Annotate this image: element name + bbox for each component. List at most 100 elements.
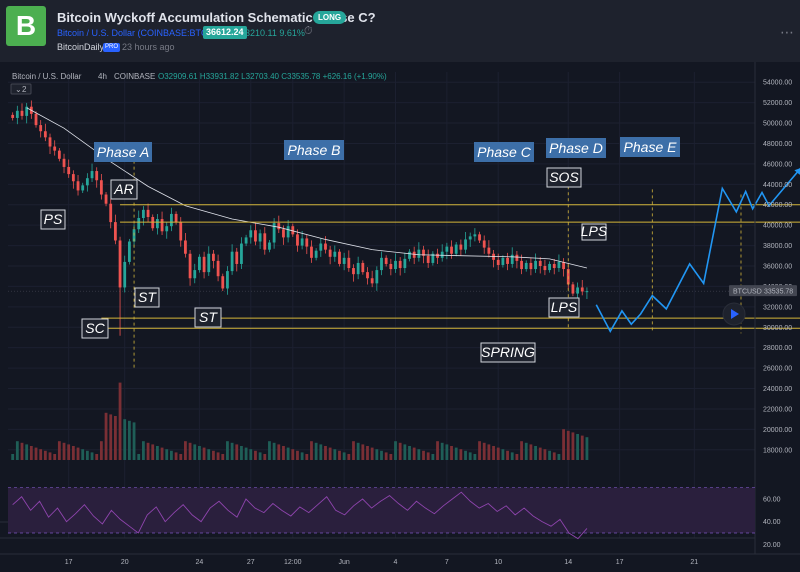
- volume-bar: [207, 449, 211, 460]
- candle-body: [501, 257, 505, 265]
- play-icon: [731, 309, 739, 319]
- candle-body: [296, 234, 299, 246]
- volume-bar: [333, 449, 337, 460]
- volume-bar: [482, 442, 486, 460]
- volume-bar: [328, 447, 332, 460]
- volume-bar: [324, 446, 327, 460]
- candle-body: [398, 260, 402, 269]
- time-axis-label: 10: [494, 559, 502, 566]
- volume-bar: [347, 454, 351, 460]
- candle-body: [450, 246, 453, 254]
- idea-title: Bitcoin Wyckoff Accumulation Schematic P…: [57, 10, 376, 25]
- volume-bar: [132, 422, 136, 460]
- candle-body: [524, 262, 528, 270]
- phase-label-box: [546, 138, 606, 158]
- volume-bar: [90, 452, 94, 460]
- author-avatar[interactable]: B: [6, 6, 46, 46]
- volume-bar: [85, 450, 89, 460]
- volume-bar: [426, 452, 430, 460]
- candle-body: [585, 291, 589, 293]
- volume-bar: [548, 450, 551, 460]
- event-label: LPS: [581, 223, 608, 239]
- time-axis-label: 24: [196, 559, 204, 566]
- candle-body: [263, 233, 267, 250]
- time-axis-label: Jun: [339, 559, 350, 566]
- volume-bar: [249, 449, 253, 460]
- volume-bar: [300, 452, 304, 460]
- price-axis-label: 40000.00: [763, 223, 792, 230]
- candle-body: [319, 243, 323, 251]
- volume-bar: [118, 382, 122, 460]
- menu-icon[interactable]: ⋯: [780, 24, 794, 40]
- candle-body: [562, 261, 565, 270]
- candle-body: [394, 260, 397, 270]
- candle-body: [426, 255, 430, 263]
- volume-bar: [562, 429, 565, 460]
- volume-bar: [230, 442, 234, 460]
- candle-body: [571, 284, 575, 294]
- indicator-toggle[interactable]: [10, 83, 32, 95]
- volume-bar: [43, 450, 47, 460]
- candle-body: [198, 256, 201, 271]
- price-axis-label: 30000.00: [763, 325, 792, 332]
- volume-bar: [193, 444, 197, 460]
- author-name[interactable]: BitcoinDaily: [57, 42, 105, 52]
- event-label: AR: [113, 181, 133, 197]
- event-label-box: [194, 307, 222, 328]
- projection-path: [595, 167, 800, 334]
- indicator-count: 2: [22, 85, 27, 94]
- volume-bar: [282, 446, 285, 460]
- time-axis: 17 20 24 27 12:00 Jun 4 7 10 14 17 21: [65, 559, 699, 566]
- projection-arrowhead: [794, 168, 800, 175]
- volume-bar: [184, 441, 187, 460]
- volume-bar: [188, 442, 192, 460]
- volume-histogram: [11, 382, 589, 460]
- volume-bar: [113, 416, 117, 460]
- volume-bar: [127, 420, 131, 460]
- candle-body: [240, 243, 243, 264]
- price-axis-label: 20000.00: [763, 427, 792, 434]
- candle-body: [254, 230, 257, 242]
- candle-body: [230, 251, 234, 272]
- phase-label: Phase D: [549, 140, 603, 156]
- volume-bar: [403, 444, 407, 460]
- price-axis-label: 54000.00: [763, 80, 792, 87]
- candle-body: [478, 234, 481, 241]
- volume-bar: [263, 454, 267, 460]
- volume-bar: [464, 450, 467, 460]
- volume-bar: [258, 452, 262, 460]
- volume-bar: [202, 447, 206, 460]
- volume-bar: [305, 454, 309, 460]
- price-axis-label: 36000.00: [763, 264, 792, 271]
- candle-body: [408, 251, 411, 259]
- volume-bar: [394, 441, 397, 460]
- volume-bar: [384, 452, 388, 460]
- price-axis-label: 32000.00: [763, 304, 792, 311]
- volume-bar: [155, 446, 159, 460]
- candle-body: [43, 131, 47, 138]
- candle-body: [277, 223, 281, 230]
- phase-label: Phase A: [97, 144, 149, 160]
- volume-bar: [226, 441, 229, 460]
- chart-canvas[interactable]: Phase A Phase B Phase C Phase D Phase E PS AR S…: [0, 62, 800, 572]
- event-label-box: [548, 297, 580, 318]
- legend-symbol: Bitcoin / U.S. Dollar: [12, 72, 82, 81]
- post-time: 23 hours ago: [122, 42, 175, 52]
- volume-bar: [450, 446, 453, 460]
- candle-body: [305, 238, 309, 247]
- rsi-axis-label: 60.00: [763, 497, 781, 504]
- svg-text:BTCUSD: BTCUSD: [733, 289, 762, 296]
- candle-body: [384, 257, 388, 264]
- volume-bar: [160, 447, 164, 460]
- candle-body: [333, 251, 337, 257]
- volume-bar: [29, 446, 33, 460]
- candle-body: [552, 263, 556, 269]
- current-price-tag: BTCUSD 33535.78: [729, 285, 797, 297]
- volume-bar: [338, 450, 341, 460]
- idea-header: B Bitcoin Wyckoff Accumulation Schematic…: [0, 0, 800, 63]
- volume-bar: [440, 442, 444, 460]
- time-axis-label: 12:00: [284, 559, 302, 566]
- volume-bar: [492, 446, 495, 460]
- volume-bar: [375, 449, 379, 460]
- symbol-link[interactable]: Bitcoin / U.S. Dollar (COINBASE:BTCUSD): [57, 28, 230, 38]
